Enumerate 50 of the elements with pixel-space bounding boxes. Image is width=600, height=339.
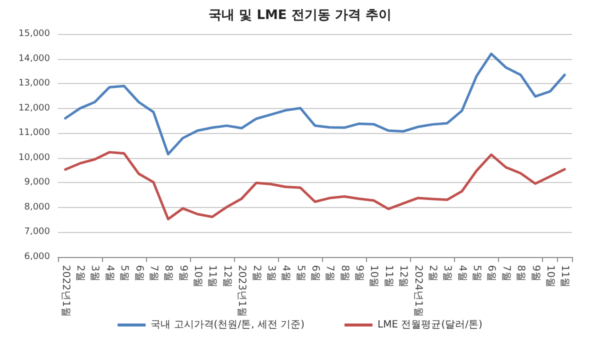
x-tick-label: 2월 (426, 265, 438, 282)
x-tick-label: 7월 (324, 265, 336, 282)
x-tick-label: 2024년1월 (412, 265, 424, 317)
x-tick-label: 12월 (398, 265, 409, 288)
x-tick-label: 9월 (177, 265, 188, 282)
x-tick-label: 6월 (310, 265, 320, 282)
x-tick-label: 2023년1월 (236, 265, 248, 317)
y-tick-label: 13,000 (18, 78, 50, 89)
legend-label: 국내 고시가격(천원/톤, 세전 기준) (150, 320, 305, 330)
x-tick-label: 8월 (338, 265, 350, 282)
legend-label: LME 전월평균(달러/톤) (378, 320, 482, 330)
x-tick-label: 2월 (74, 265, 86, 282)
x-tick-label: 10월 (368, 265, 380, 288)
y-tick-label: 6,000 (24, 252, 50, 262)
y-tick-label: 7,000 (24, 227, 50, 238)
x-tick-label: 9월 (530, 265, 541, 282)
x-tick-label: 3월 (442, 265, 453, 282)
x-tick-label: 3월 (89, 265, 100, 282)
x-tick-label: 4월 (456, 265, 468, 282)
x-tick-label: 11월 (382, 265, 394, 288)
x-tick-label: 12월 (221, 265, 232, 288)
x-tick-label: 2022년1월 (60, 265, 71, 317)
y-tick-label: 8,000 (24, 202, 50, 212)
y-tick-label: 12,000 (18, 103, 50, 114)
x-tick-label: 5월 (471, 265, 482, 282)
x-tick-label: 9월 (354, 265, 365, 282)
x-tick-label: 7월 (500, 265, 512, 282)
x-tick-label: 10월 (544, 265, 556, 288)
x-tick-label: 8월 (162, 265, 174, 282)
x-tick-label: 10월 (192, 265, 204, 288)
x-tick-label: 5월 (118, 265, 130, 282)
line-series (64, 52, 566, 156)
y-tick-label: 15,000 (18, 29, 50, 39)
x-tick-label: 7월 (148, 265, 159, 282)
line-series (64, 150, 566, 220)
x-tick-label: 6월 (133, 265, 144, 282)
y-tick-label: 11,000 (18, 128, 50, 138)
x-tick-label: 6월 (486, 265, 497, 282)
x-tick-label: 5월 (294, 265, 306, 282)
chart-title: 국내 및 LME 전기동 가격 추이 (208, 8, 392, 23)
x-tick-label: 11월 (206, 265, 218, 288)
y-tick-label: 10,000 (18, 152, 50, 163)
x-tick-label: 8월 (515, 265, 526, 282)
x-tick-label: 4월 (280, 265, 292, 282)
y-tick-label: 14,000 (18, 54, 50, 64)
x-tick-label: 3월 (265, 265, 276, 282)
x-tick-label: 11월 (559, 265, 570, 288)
y-tick-label: 9,000 (24, 178, 50, 188)
x-tick-label: 2월 (250, 265, 262, 282)
x-tick-label: 4월 (104, 265, 115, 282)
